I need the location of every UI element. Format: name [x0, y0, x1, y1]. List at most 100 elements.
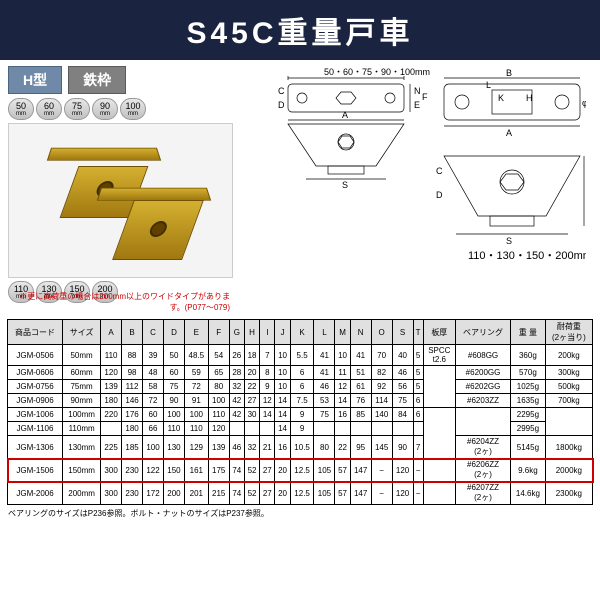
table-cell: 100 — [143, 436, 164, 459]
table-cell: 16 — [275, 436, 290, 459]
table-header: J — [275, 320, 290, 345]
svg-text:φJ: φJ — [582, 98, 586, 108]
table-cell: 95 — [350, 436, 371, 459]
table-cell: 105 — [314, 459, 335, 482]
table-cell: 6 — [413, 394, 423, 408]
table-header: E — [184, 320, 208, 345]
table-cell: 91 — [184, 394, 208, 408]
table-cell: 42 — [229, 394, 244, 408]
table-cell: 147 — [350, 459, 371, 482]
table-cell: − — [413, 482, 423, 505]
table-header: 耐荷重(2ヶ当り) — [545, 320, 592, 345]
table-header: T — [413, 320, 423, 345]
table-cell: 20 — [275, 482, 290, 505]
table-cell: 56 — [392, 380, 413, 394]
table-cell: 12.5 — [290, 482, 314, 505]
table-cell: JGM-1506 — [8, 459, 63, 482]
table-cell: 2295g — [511, 408, 546, 422]
table-cell: 6 — [290, 366, 314, 380]
table-cell: 22 — [335, 436, 350, 459]
table-cell: 60 — [143, 408, 164, 422]
table-cell: 360g — [511, 345, 546, 366]
table-cell — [260, 422, 275, 436]
table-header: C — [143, 320, 164, 345]
table-cell: 200mm — [63, 482, 101, 505]
svg-text:S: S — [506, 236, 512, 246]
table-cell: 72 — [143, 394, 164, 408]
left-column: H型 鉄枠 50mm60mm75mm90mm100mm 110mm130mm15… — [8, 66, 238, 315]
page-title: S45C重量戸車 — [0, 0, 600, 60]
table-cell: 225 — [101, 436, 122, 459]
table-cell: 40 — [392, 345, 413, 366]
table-cell: 98 — [122, 366, 143, 380]
table-cell: 112 — [122, 380, 143, 394]
table-cell: 110mm — [63, 422, 101, 436]
table-cell: 8 — [260, 366, 275, 380]
table-cell: 20 — [275, 459, 290, 482]
table-cell: 11 — [335, 366, 350, 380]
table-header: B — [122, 320, 143, 345]
table-cell: 27 — [260, 482, 275, 505]
table-cell: 10 — [275, 380, 290, 394]
table-cell: 75 — [163, 380, 184, 394]
table-header: A — [101, 320, 122, 345]
table-cell: 10.5 — [290, 436, 314, 459]
table-cell: 90 — [392, 436, 413, 459]
table-cell: JGM-0506 — [8, 345, 63, 366]
table-cell: 1025g — [511, 380, 546, 394]
tag-row: H型 鉄枠 — [8, 66, 238, 94]
table-cell: JGM-1106 — [8, 422, 63, 436]
table-cell: 146 — [122, 394, 143, 408]
table-cell: 110 — [163, 422, 184, 436]
table-cell: 7.5 — [290, 394, 314, 408]
table-cell: 100 — [208, 394, 229, 408]
table-cell: 700kg — [545, 394, 592, 408]
table-cell: 74 — [229, 482, 244, 505]
table-cell: 27 — [260, 459, 275, 482]
table-cell: 65 — [208, 366, 229, 380]
svg-text:C: C — [436, 166, 443, 176]
table-cell: 12 — [260, 394, 275, 408]
table-cell: #6202GG — [455, 380, 510, 394]
table-cell: 6 — [290, 380, 314, 394]
table-cell: 20 — [244, 366, 259, 380]
table-cell: 39 — [143, 345, 164, 366]
table-cell: 120 — [101, 366, 122, 380]
table-cell: 12.5 — [290, 459, 314, 482]
table-cell: 180 — [101, 394, 122, 408]
table-row: JGM-1006100mm220176601001001104230141497… — [8, 408, 593, 422]
table-row: JGM-090690mm180146729091100422712147.553… — [8, 394, 593, 408]
table-cell: 105 — [314, 482, 335, 505]
table-cell: 176 — [122, 408, 143, 422]
table-cell: 5145g — [511, 436, 546, 459]
table-cell: JGM-0906 — [8, 394, 63, 408]
table-cell: JGM-2006 — [8, 482, 63, 505]
table-cell: 5.5 — [290, 345, 314, 366]
table-cell: 5 — [413, 366, 423, 380]
table-cell: #6206ZZ(2ヶ) — [455, 459, 510, 482]
table-cell: 120 — [392, 482, 413, 505]
table-cell — [244, 422, 259, 436]
table-header: L — [314, 320, 335, 345]
table-cell: 51 — [350, 366, 371, 380]
table-cell: 114 — [371, 394, 392, 408]
table-cell: JGM-1306 — [8, 436, 63, 459]
table-cell — [423, 408, 455, 459]
table-cell: 12 — [335, 380, 350, 394]
table-cell: #608GG — [455, 345, 510, 366]
table-cell: 57 — [335, 459, 350, 482]
table-header: F — [208, 320, 229, 345]
table-row: JGM-060660mm1209848605965282081064111518… — [8, 366, 593, 380]
table-cell: 7 — [260, 345, 275, 366]
table-cell: 9 — [290, 408, 314, 422]
table-cell: 50 — [163, 345, 184, 366]
table-cell — [371, 422, 392, 436]
table-cell: 2000kg — [545, 459, 592, 482]
table-cell: 110 — [208, 408, 229, 422]
size-chip: 50mm — [8, 98, 34, 120]
table-cell: 185 — [122, 436, 143, 459]
table-cell — [335, 422, 350, 436]
table-cell: 80 — [208, 380, 229, 394]
table-cell: 130mm — [63, 436, 101, 459]
footnote: ベアリングのサイズはP236参照。ボルト・ナットのサイズはP237参照。 — [0, 505, 600, 522]
